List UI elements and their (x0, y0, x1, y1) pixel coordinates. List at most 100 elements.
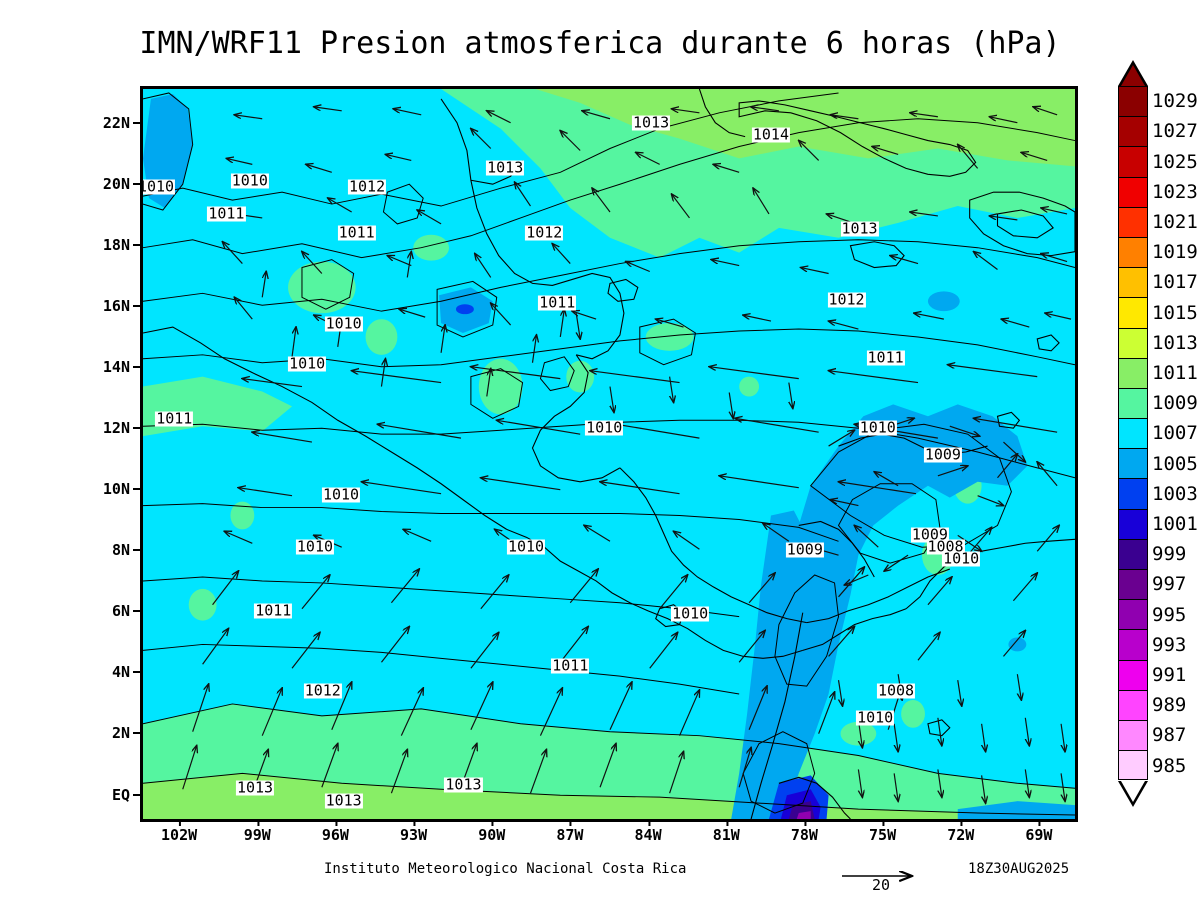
colorbar-label-1003: 1003 (1152, 482, 1198, 505)
contour-label: 1011 (866, 348, 905, 367)
x-tick-69W: 69W (1025, 820, 1052, 844)
y-tick-12N: 12N (70, 419, 140, 437)
contour-label: 1014 (751, 125, 790, 144)
colorbar-bottom-arrow-fill (1121, 780, 1145, 802)
contour-label: 1010 (321, 485, 361, 504)
colorbar-label-991: 991 (1152, 663, 1187, 686)
contour-label: 1010 (585, 418, 624, 437)
colorbar-label-995: 995 (1152, 603, 1187, 626)
contour-label: 1012 (303, 681, 342, 700)
contour-label: 1011 (254, 601, 293, 620)
contour-label: 1010 (143, 179, 176, 195)
colorbar-label-1017: 1017 (1152, 271, 1198, 294)
contour-label: 1010 (856, 708, 895, 727)
contour-label: 1013 (486, 158, 525, 177)
page-title: IMN/WRF11 Presion atmosferica durante 6 … (139, 26, 1061, 61)
contour-label: 1008 (876, 681, 916, 700)
contour-label: 1010 (324, 314, 363, 333)
contour-label: 1009 (923, 445, 962, 464)
colorbar-label-1013: 1013 (1152, 331, 1198, 354)
contour-label: 1013 (840, 219, 879, 238)
x-tick-mark (179, 820, 182, 826)
colorbar-swatch-1011 (1118, 357, 1148, 388)
colorbar-swatch-1027 (1118, 116, 1148, 147)
x-tick-mark (413, 820, 416, 826)
x-tick-mark (726, 820, 729, 826)
x-tick-96W: 96W (322, 820, 349, 844)
colorbar-swatch-1017 (1118, 267, 1148, 298)
y-tick-mark (133, 671, 140, 674)
colorbar-label-997: 997 (1152, 573, 1187, 596)
pressure-map: 1010 1010 1011 1012 1011 1013 1013 1014 1012 1013… (140, 86, 1078, 822)
colorbar-label-987: 987 (1152, 724, 1187, 747)
map-canvas (143, 89, 1075, 819)
footer-credit: Instituto Meteorologico Nacional Costa R… (324, 861, 687, 877)
y-tick-10N: 10N (70, 480, 140, 498)
colorbar-swatch-1007 (1118, 418, 1148, 449)
contour-label: 1011 (155, 409, 194, 428)
contour-label: 1010 (288, 354, 327, 373)
colorbar-label-1021: 1021 (1152, 210, 1198, 233)
colorbar-swatch-999 (1118, 538, 1148, 569)
y-tick-2N: 2N (70, 724, 140, 742)
y-tick-mark (133, 304, 140, 307)
colorbar-label-993: 993 (1152, 633, 1187, 656)
colorbar-swatch-987 (1118, 719, 1148, 751)
colorbar-label-1009: 1009 (1152, 392, 1198, 415)
wind-vectors (182, 107, 1072, 803)
colorbar-label-1025: 1025 (1152, 150, 1198, 173)
contour-label: 1009 (785, 540, 824, 559)
colorbar-label-1027: 1027 (1152, 120, 1198, 143)
colorbar-swatch-991 (1118, 659, 1148, 690)
x-tick-mark (804, 820, 807, 826)
contour-label: 1011 (538, 293, 577, 312)
contour-label: 1013 (235, 778, 275, 797)
x-tick-mark (335, 820, 338, 826)
y-tick-mark (133, 732, 140, 735)
x-tick-mark (257, 820, 260, 826)
x-tick-102W: 102W (161, 820, 197, 844)
colorbar-label-1015: 1015 (1152, 301, 1198, 324)
colorbar-swatch-993 (1118, 629, 1148, 660)
contour-label: 1012 (348, 177, 387, 196)
y-tick-4N: 4N (70, 663, 140, 681)
y-tick-18N: 18N (70, 236, 140, 254)
colorbar-label-989: 989 (1152, 694, 1187, 717)
colorbar-swatch-1001 (1118, 508, 1148, 539)
wind-scale-label: 20 (871, 876, 891, 894)
colorbar-label-985: 985 (1152, 754, 1187, 777)
x-tick-mark (882, 820, 885, 826)
y-tick-mark (133, 610, 140, 613)
colorbar-label-1023: 1023 (1152, 180, 1198, 203)
colorbar-swatch-1015 (1118, 297, 1148, 328)
y-tick-22N: 22N (70, 114, 140, 132)
colorbar-label-1005: 1005 (1152, 452, 1198, 475)
y-tick-mark (133, 182, 140, 185)
y-tick-mark (133, 243, 140, 246)
colorbar-swatch-985 (1118, 750, 1148, 781)
colorbar-label-1007: 1007 (1152, 422, 1198, 445)
contour-label: 1010 (295, 537, 335, 556)
y-tick-6N: 6N (70, 602, 140, 620)
x-tick-84W: 84W (635, 820, 662, 844)
y-tick-EQ: EQ (70, 786, 140, 804)
y-tick-mark (133, 365, 140, 368)
colorbar-swatch-995 (1118, 599, 1148, 630)
contour-label: 1009 (910, 525, 949, 544)
contour-label: 1011 (337, 223, 376, 242)
colorbar-swatch-1009 (1118, 387, 1148, 419)
x-tick-90W: 90W (478, 820, 505, 844)
x-tick-87W: 87W (556, 820, 583, 844)
x-tick-mark (648, 820, 651, 826)
x-tick-mark (491, 820, 494, 826)
x-tick-78W: 78W (791, 820, 818, 844)
x-tick-81W: 81W (713, 820, 740, 844)
contour-label: 1010 (506, 537, 546, 556)
footer-date: 18Z30AUG2025 (968, 861, 1070, 877)
colorbar-swatch-1005 (1118, 448, 1148, 479)
colorbar-swatch-997 (1118, 569, 1148, 600)
contour-label: 1013 (632, 113, 671, 132)
contour-label: 1010 (230, 171, 269, 190)
colorbar-top-arrow-fill (1121, 65, 1145, 86)
y-tick-mark (133, 549, 140, 552)
